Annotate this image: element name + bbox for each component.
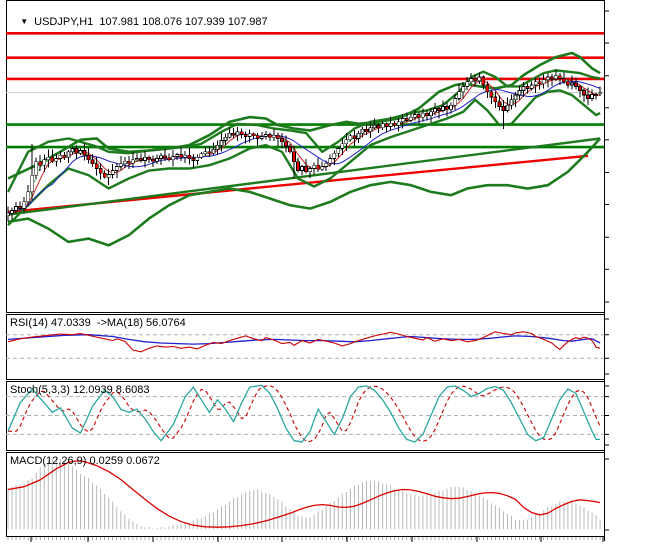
green-trendline — [7, 137, 601, 216]
stoch-k-line — [7, 384, 601, 443]
time-axis[interactable]: 5 Sep 20196 Sep 02:006 Sep 18:009 Sep 10… — [0, 536, 660, 560]
ohlc-values: 107.981 108.076 107.939 107.987 — [99, 16, 268, 28]
stochastic-indicator-label: Stoch(5,3,3) 12.0939 8.6083 — [10, 384, 150, 396]
price-axis[interactable]: 109.210108.730108.240107.760107.280106.7… — [604, 0, 660, 541]
macd-signal-line — [7, 460, 601, 528]
rsi-plot[interactable] — [6, 314, 605, 380]
wide-upper-band — [7, 51, 601, 180]
rsi-line — [7, 331, 601, 353]
symbol-period-label: USDJPY,H1 — [34, 16, 94, 28]
ma-green-dotted-line — [7, 76, 601, 214]
main-chart-plot[interactable] — [6, 0, 605, 313]
macd-indicator-label: MACD(12,26,9) 0.0259 0.0672 — [10, 455, 160, 467]
rsi-indicator-label: RSI(14) 47.0339 ->MA(18) 56.0764 — [10, 317, 186, 329]
symbol-dropdown-icon[interactable]: ▼ — [20, 17, 29, 26]
wide-lower-band — [7, 137, 602, 247]
chart-title-bar: ▼ USDJPY,H1 107.981 108.076 107.939 107.9… — [8, 4, 268, 40]
tight-upper-band — [6, 69, 601, 193]
tight-lower-band — [7, 89, 601, 227]
ma-red-line — [7, 77, 601, 214]
candlesticks — [6, 69, 602, 222]
ma-blue-line — [7, 80, 601, 214]
